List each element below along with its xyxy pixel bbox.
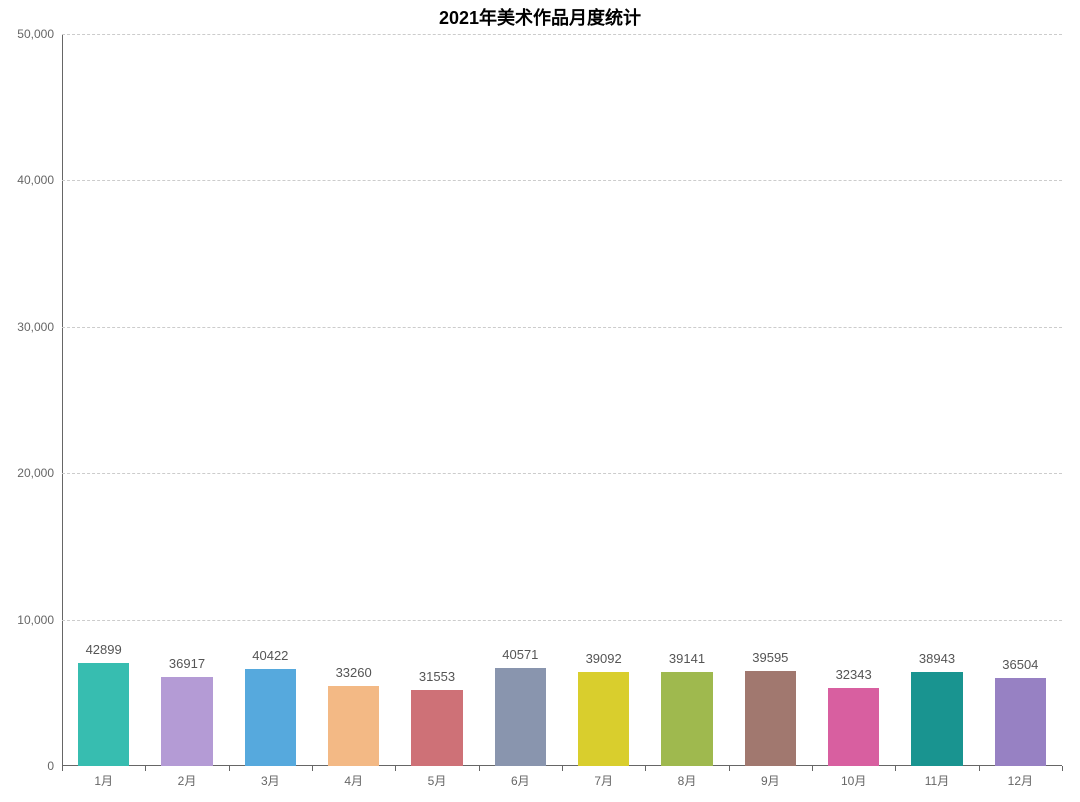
bar-value-label: 38943 xyxy=(919,651,955,666)
x-tick-label: 6月 xyxy=(511,766,530,789)
bar-value-label: 40422 xyxy=(252,648,288,663)
x-tick-mark xyxy=(645,766,646,771)
x-tick-mark xyxy=(145,766,146,771)
bar[interactable] xyxy=(661,672,713,766)
bar-value-label: 39595 xyxy=(752,650,788,665)
x-tick-mark xyxy=(562,766,563,771)
y-tick-label: 20,000 xyxy=(17,466,62,480)
grid-line xyxy=(62,327,1062,328)
grid-line xyxy=(62,473,1062,474)
x-tick-mark xyxy=(62,766,63,771)
x-tick-label: 11月 xyxy=(925,766,949,789)
x-tick-mark xyxy=(312,766,313,771)
x-tick-mark xyxy=(895,766,896,771)
x-tick-label: 5月 xyxy=(428,766,447,789)
bar-value-label: 32343 xyxy=(836,667,872,682)
x-tick-label: 8月 xyxy=(678,766,697,789)
chart-title: 2021年美术作品月度统计 xyxy=(0,4,1080,30)
plot-area: 010,00020,00030,00040,00050,0001月428992月… xyxy=(62,34,1062,766)
bar[interactable] xyxy=(78,663,130,766)
x-tick-label: 3月 xyxy=(261,766,280,789)
x-tick-mark xyxy=(1062,766,1063,771)
y-tick-label: 30,000 xyxy=(17,320,62,334)
bar-value-label: 33260 xyxy=(336,665,372,680)
y-tick-label: 0 xyxy=(47,759,62,773)
x-tick-mark xyxy=(979,766,980,771)
x-tick-mark xyxy=(395,766,396,771)
x-tick-mark xyxy=(229,766,230,771)
bar[interactable] xyxy=(995,678,1047,766)
grid-line xyxy=(62,180,1062,181)
y-tick-label: 50,000 xyxy=(17,27,62,41)
chart-container: 2021年美术作品月度统计 010,00020,00030,00040,0005… xyxy=(0,0,1080,802)
x-tick-mark xyxy=(812,766,813,771)
y-tick-label: 40,000 xyxy=(17,173,62,187)
bar[interactable] xyxy=(245,669,297,766)
bar[interactable] xyxy=(328,686,380,766)
x-tick-label: 4月 xyxy=(344,766,363,789)
x-tick-label: 1月 xyxy=(94,766,113,789)
grid-line xyxy=(62,620,1062,621)
bar-value-label: 31553 xyxy=(419,669,455,684)
y-axis-line xyxy=(62,34,63,766)
x-tick-mark xyxy=(479,766,480,771)
bar-value-label: 39141 xyxy=(669,651,705,666)
bar[interactable] xyxy=(828,688,880,766)
bar-value-label: 42899 xyxy=(86,642,122,657)
bar[interactable] xyxy=(495,668,547,766)
x-tick-label: 12月 xyxy=(1008,766,1033,789)
x-tick-mark xyxy=(729,766,730,771)
bar[interactable] xyxy=(411,690,463,766)
bar[interactable] xyxy=(161,677,213,766)
bar[interactable] xyxy=(911,672,963,766)
bar[interactable] xyxy=(578,672,630,766)
bar[interactable] xyxy=(745,671,797,766)
bar-value-label: 40571 xyxy=(502,647,538,662)
x-tick-label: 10月 xyxy=(841,766,866,789)
bar-value-label: 36504 xyxy=(1002,657,1038,672)
bar-value-label: 36917 xyxy=(169,656,205,671)
x-tick-label: 7月 xyxy=(594,766,613,789)
x-tick-label: 9月 xyxy=(761,766,780,789)
grid-line xyxy=(62,34,1062,35)
y-tick-label: 10,000 xyxy=(17,613,62,627)
bar-value-label: 39092 xyxy=(586,651,622,666)
x-tick-label: 2月 xyxy=(178,766,197,789)
